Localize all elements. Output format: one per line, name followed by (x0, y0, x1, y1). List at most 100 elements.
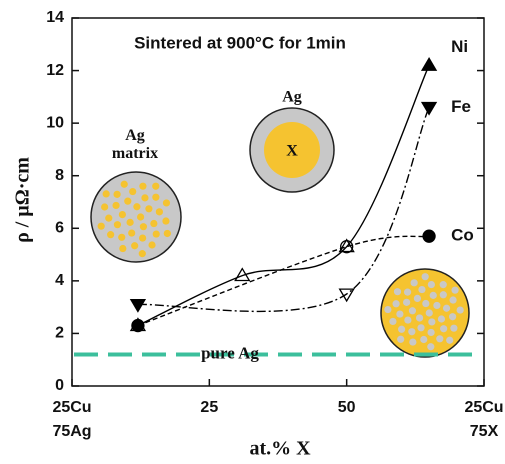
dot (384, 306, 391, 313)
x-axis-label: at.% X (249, 438, 311, 460)
dot (156, 208, 163, 215)
chart-title: Sintered at 900°C for 1min (134, 33, 346, 52)
dot (389, 318, 396, 325)
y-tick-label: 4 (55, 272, 64, 289)
dot (145, 205, 152, 212)
y-tick-label: 12 (46, 62, 64, 79)
dot (451, 287, 458, 294)
dot (396, 310, 403, 317)
dot (409, 338, 416, 345)
dot (131, 242, 138, 249)
x-matrix-particle (381, 269, 469, 357)
dot (422, 273, 429, 280)
dot (163, 199, 170, 206)
dot (398, 326, 405, 333)
dot (433, 302, 440, 309)
x-tick-label: 25Cu 75Ag (32, 396, 112, 444)
dot (440, 325, 447, 332)
point (422, 58, 436, 70)
series-label: Fe (451, 97, 471, 116)
series-label: Ni (451, 37, 468, 56)
x-tick-label: 50 (307, 396, 387, 420)
point (132, 320, 144, 332)
dot (418, 286, 425, 293)
dot (426, 309, 433, 316)
dot (422, 300, 429, 307)
dot (446, 337, 453, 344)
dot (404, 316, 411, 323)
dot (129, 188, 136, 195)
dot (449, 313, 456, 320)
y-tick-label: 8 (55, 167, 64, 184)
y-tick-label: 10 (46, 114, 64, 131)
y-tick-label: 2 (55, 325, 64, 342)
dot (403, 299, 410, 306)
dot (397, 336, 404, 343)
dot (428, 281, 435, 288)
dot (417, 324, 424, 331)
dot (137, 213, 144, 220)
shell-label: Ag (282, 89, 302, 106)
y-tick-label: 14 (46, 9, 64, 26)
dot (141, 194, 148, 201)
dot (436, 335, 443, 342)
dot (414, 295, 421, 302)
dot (124, 198, 131, 205)
dot (162, 217, 169, 224)
dot (443, 305, 450, 312)
dot (394, 288, 401, 295)
dot (153, 230, 160, 237)
dot (440, 291, 447, 298)
y-tick-label: 6 (55, 220, 64, 237)
dot (411, 279, 418, 286)
dot (164, 230, 171, 237)
dot (128, 229, 135, 236)
dot (427, 343, 434, 350)
dot (152, 183, 159, 190)
dot (416, 314, 423, 321)
dot (404, 289, 411, 296)
dot (139, 234, 146, 241)
dot (409, 307, 416, 314)
reference-label: pure Ag (201, 343, 259, 362)
dot (450, 325, 457, 332)
series-label: Co (451, 226, 474, 245)
dot (148, 241, 155, 248)
x-tick-label: 25 (169, 396, 249, 420)
dot (119, 211, 126, 218)
dot (428, 318, 435, 325)
dot (133, 203, 140, 210)
dot (150, 220, 157, 227)
dot (408, 328, 415, 335)
dot (420, 336, 427, 343)
point (131, 300, 145, 312)
core-label: X (286, 143, 298, 160)
dot (427, 329, 434, 336)
y-axis-label: ρ / μΩ·cm (12, 157, 34, 243)
dot (127, 219, 134, 226)
dot (101, 203, 108, 210)
dot (103, 190, 110, 197)
dot (121, 181, 128, 188)
point (422, 102, 436, 114)
dot (139, 250, 146, 257)
matrix-label: Ag matrix (100, 127, 170, 164)
dot (392, 300, 399, 307)
x-tick-label: 25Cu 75X (444, 396, 505, 444)
dot (113, 191, 120, 198)
y-tick-label: 0 (55, 377, 64, 394)
dot (440, 281, 447, 288)
dot (438, 315, 445, 322)
dot (114, 221, 121, 228)
chart: Sintered at 900°C for 1min at.% X ρ / μΩ… (0, 0, 505, 464)
dot (449, 296, 456, 303)
dot (119, 245, 126, 252)
dot (140, 223, 147, 230)
dot (118, 234, 125, 241)
point (423, 230, 435, 242)
dot (457, 306, 464, 313)
dot (112, 202, 119, 209)
dot (107, 231, 114, 238)
dot (152, 194, 159, 201)
dot (98, 223, 105, 230)
